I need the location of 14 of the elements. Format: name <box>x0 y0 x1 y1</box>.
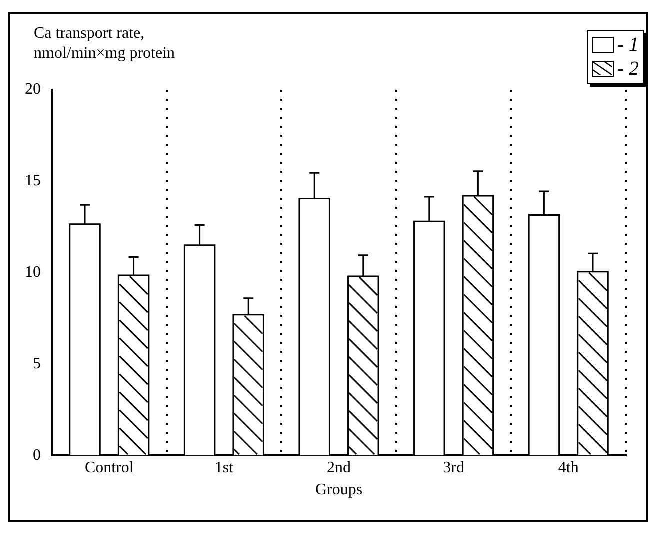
x-tick-label: 4th <box>558 459 579 476</box>
y-tick-label: 5 <box>33 355 41 372</box>
text: - 1 <box>617 33 639 57</box>
x-tick-label: Control <box>84 459 134 476</box>
x-tick-label: 1st <box>214 459 234 476</box>
y-tick-label: 10 <box>25 264 41 282</box>
y-axis-title: Ca transport rate, nmol/min×mg protein <box>34 24 176 64</box>
y-tick-label: 0 <box>33 446 41 464</box>
y-tick-label: 15 <box>25 172 41 190</box>
y-tick-label: 20 <box>25 81 41 98</box>
text: - 2 <box>617 57 639 81</box>
x-axis-title: Groups <box>315 482 363 499</box>
x-tick-label: 2nd <box>327 459 351 476</box>
x-tick-label: 3rd <box>443 459 464 476</box>
